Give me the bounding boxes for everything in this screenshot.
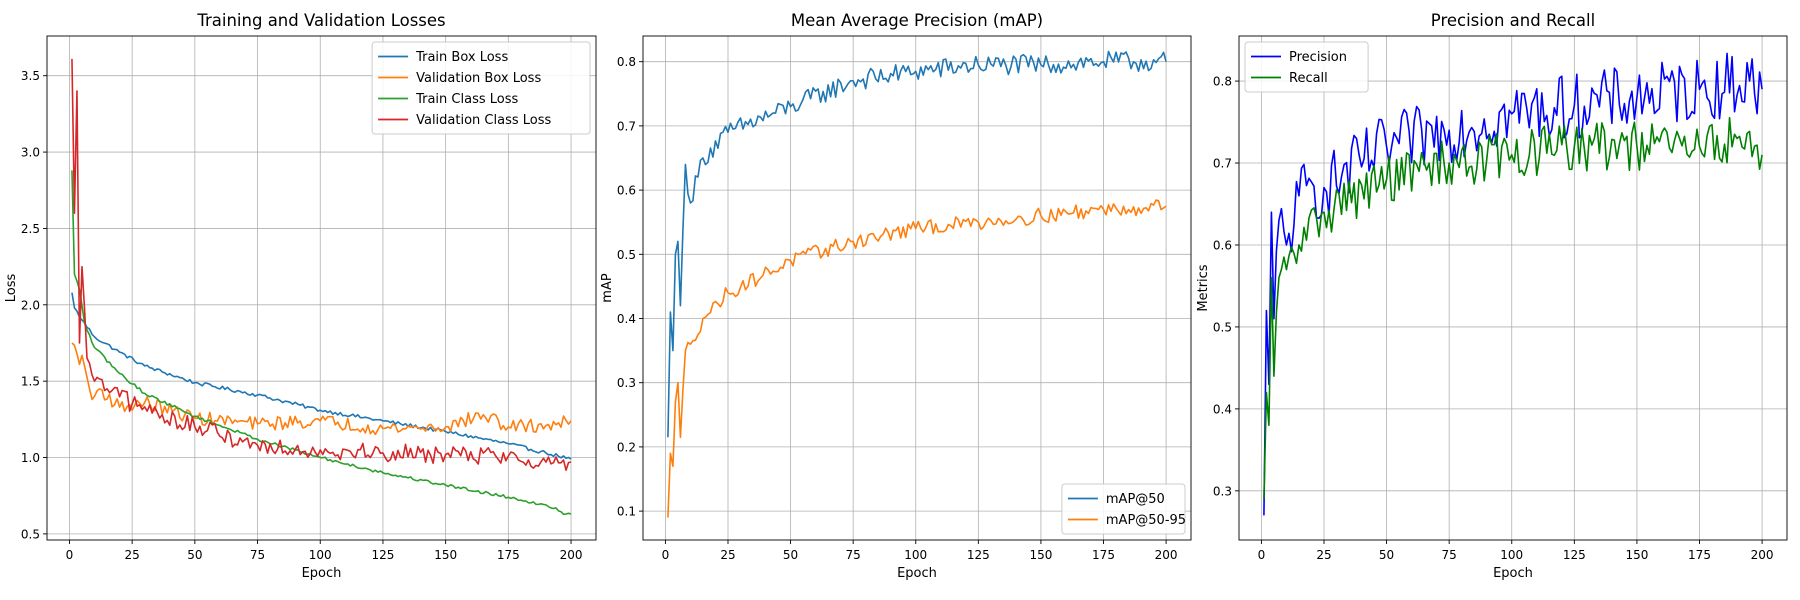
y-tick-label: 3.0	[21, 146, 40, 160]
x-tick-label: 50	[783, 548, 798, 562]
legend-label: Precision	[1289, 50, 1347, 65]
y-tick-label: 0.3	[617, 376, 636, 390]
series-line-precision	[1263, 52, 1763, 516]
chart-panel-1: 0 25 50 75 100 125 150 175 200 0.5 1.0 1.5 2.0 2.5 3.0…	[4, 11, 597, 581]
x-tick-label: 0	[1258, 548, 1266, 562]
legend-box	[371, 41, 591, 135]
series-line-validation-class-loss	[71, 58, 572, 472]
axes-frame	[642, 35, 1192, 541]
y-tick-label: 0.3	[1213, 484, 1232, 498]
x-axis-label: Epoch	[302, 566, 342, 581]
y-tick-label: 0.5	[617, 248, 636, 262]
x-axis-label: Epoch	[897, 566, 937, 581]
y-axis-label: Metrics	[1196, 264, 1211, 311]
x-tick-label: 100	[309, 548, 332, 562]
chart-title: Mean Average Precision (mAP)	[791, 11, 1043, 30]
y-tick-label: 0.1	[617, 505, 636, 519]
x-tick-label: 150	[1625, 548, 1648, 562]
x-tick-label: 150	[1029, 548, 1052, 562]
y-tick-label: 0.6	[617, 184, 636, 198]
chart-title: Training and Validation Losses	[196, 11, 445, 30]
legend-label: Train Class Loss	[415, 92, 518, 107]
legend-box	[1061, 483, 1186, 535]
x-tick-label: 125	[1563, 548, 1586, 562]
series-group	[667, 50, 1167, 518]
chart-panel-3: 0 25 50 75 100 125 150 175 200 0.3 0.4 0.5 0.6 0.7 0.8…	[1196, 11, 1788, 581]
legend-label: Validation Box Loss	[416, 71, 541, 86]
x-tick-label: 175	[497, 548, 520, 562]
y-tick-label: 0.6	[1213, 238, 1232, 252]
x-tick-label: 175	[1092, 548, 1115, 562]
x-tick-label: 75	[846, 548, 861, 562]
legend-label: Train Box Loss	[415, 50, 508, 65]
axes-frame	[1238, 35, 1788, 541]
x-tick-label: 125	[371, 548, 394, 562]
series-line-train-class-loss	[71, 170, 572, 516]
y-tick-label: 2.5	[21, 222, 40, 236]
y-tick-label: 1.0	[21, 451, 40, 465]
y-tick-label: 0.4	[1213, 402, 1232, 416]
y-tick-label: 0.8	[617, 55, 636, 69]
series-line-map-50	[667, 50, 1167, 438]
chart-title: Precision and Recall	[1431, 11, 1595, 30]
y-tick-label: 0.5	[21, 527, 40, 541]
x-tick-label: 25	[720, 548, 735, 562]
y-tick-label: 0.8	[1213, 75, 1232, 89]
y-tick-label: 0.7	[1213, 157, 1232, 171]
x-tick-label: 50	[187, 548, 202, 562]
legend-box	[1244, 41, 1369, 93]
legend-label: Validation Class Loss	[416, 113, 551, 128]
x-tick-label: 0	[66, 548, 74, 562]
y-tick-label: 3.5	[21, 69, 40, 83]
x-tick-label: 75	[1442, 548, 1457, 562]
legend-label: Recall	[1289, 71, 1328, 86]
x-tick-label: 75	[250, 548, 265, 562]
series-line-train-box-loss	[71, 292, 572, 460]
x-tick-label: 175	[1688, 548, 1711, 562]
series-line-map-50-95	[667, 199, 1167, 518]
series-group	[1263, 52, 1763, 516]
y-axis-label: mAP	[600, 273, 615, 303]
x-tick-label: 200	[1155, 548, 1178, 562]
legend: Precision Recall	[1244, 41, 1369, 93]
series-group	[71, 58, 572, 516]
series-line-recall	[1263, 116, 1763, 500]
x-tick-label: 125	[967, 548, 990, 562]
x-axis-label: Epoch	[1493, 566, 1533, 581]
y-tick-label: 0.2	[617, 440, 636, 454]
x-tick-label: 150	[434, 548, 457, 562]
x-tick-label: 25	[125, 548, 140, 562]
y-tick-label: 0.4	[617, 312, 636, 326]
x-tick-label: 200	[1751, 548, 1774, 562]
x-tick-label: 200	[560, 548, 583, 562]
y-tick-label: 0.7	[617, 119, 636, 133]
chart-panel-2: 0 25 50 75 100 125 150 175 200 0.1 0.2 0.3 0.4 0.5 0.6…	[600, 11, 1192, 581]
x-tick-label: 100	[904, 548, 927, 562]
x-tick-label: 0	[662, 548, 670, 562]
y-tick-label: 1.5	[21, 375, 40, 389]
y-tick-label: 0.5	[1213, 320, 1232, 334]
y-tick-label: 2.0	[21, 298, 40, 312]
x-tick-label: 25	[1316, 548, 1331, 562]
x-tick-label: 100	[1500, 548, 1523, 562]
axes-frame	[46, 35, 597, 541]
legend: mAP@50 mAP@50-95	[1061, 483, 1186, 535]
y-axis-label: Loss	[4, 274, 19, 303]
legend-label: mAP@50-95	[1106, 513, 1186, 528]
legend-label: mAP@50	[1106, 492, 1165, 507]
legend: Train Box Loss Validation Box Loss Train C…	[371, 41, 591, 135]
x-tick-label: 50	[1379, 548, 1394, 562]
